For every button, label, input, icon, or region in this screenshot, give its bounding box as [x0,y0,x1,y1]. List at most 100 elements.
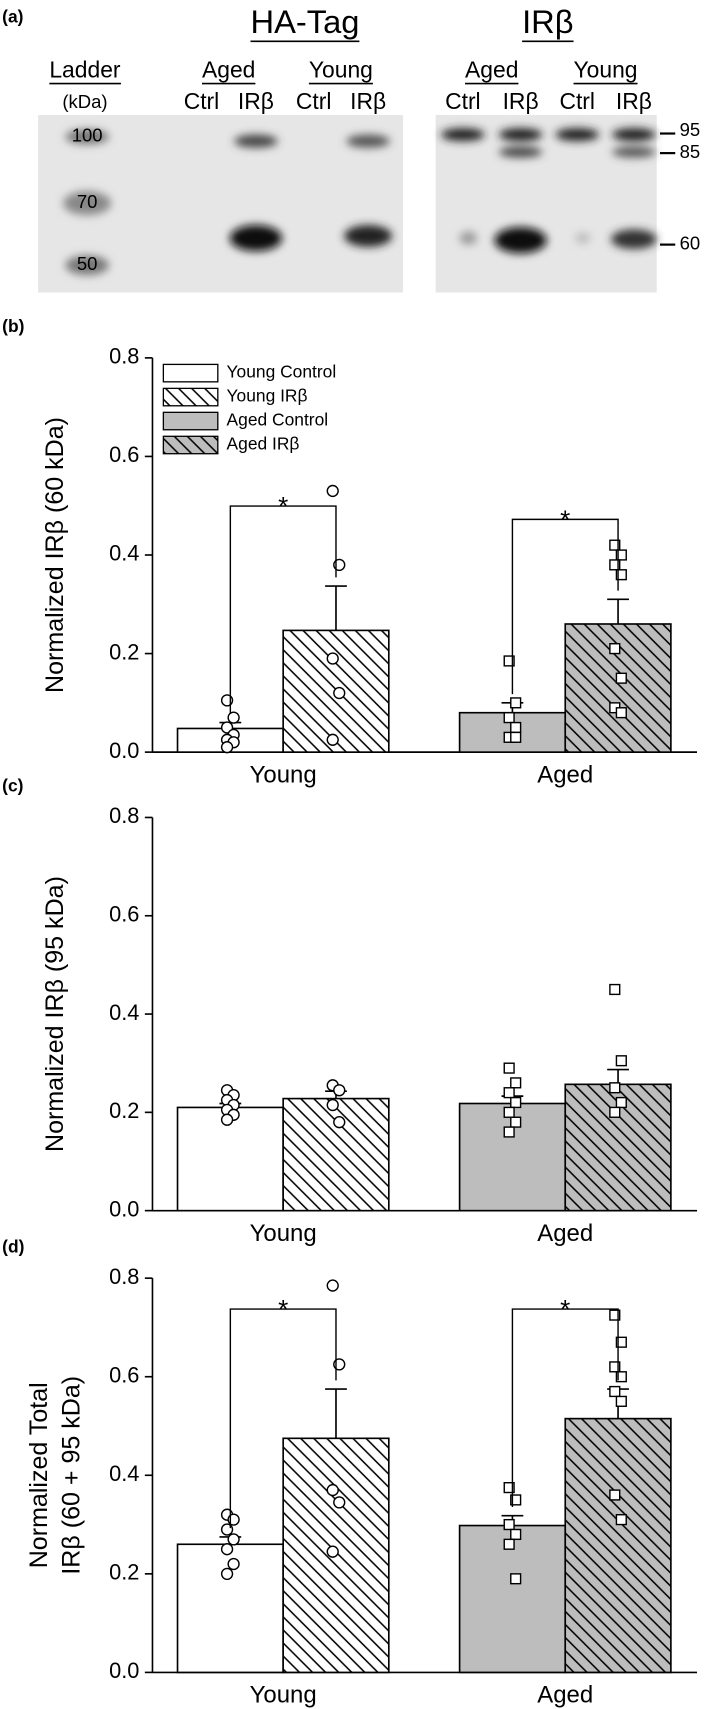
data-point [615,1096,627,1109]
blot-title: IRβ [522,3,573,40]
data-point [615,569,627,581]
data-point [615,1336,627,1348]
y-tick-label: 0.8 [109,1264,139,1289]
data-point [220,1113,234,1126]
legend-swatch [162,387,219,407]
y-tick-label: 0.2 [109,1560,139,1585]
data-point [326,1545,339,1558]
data-point [609,643,621,655]
data-point [609,1309,621,1321]
data-point [609,1361,621,1373]
ladder-mark: 70 [77,191,98,212]
data-point [510,731,522,743]
y-axis-label: Normalized Total [25,1382,53,1568]
data-point [227,1557,240,1571]
group-label: Aged [465,56,518,82]
data-point [510,1528,522,1541]
data-point [326,484,339,498]
lane-label: Ctrl [445,88,481,114]
significance-bracket [229,505,337,714]
data-point [615,707,627,719]
data-point [503,1538,515,1550]
legend-swatch [162,411,219,431]
lane-label: IRβ [616,88,652,114]
panel-label: (c) [2,776,23,796]
data-point [503,1126,515,1138]
panel-label: (d) [2,1236,24,1256]
lane-label: IRβ [238,88,274,114]
data-point [615,549,627,561]
ladder-mark: 50 [77,253,98,274]
bands [63,128,657,276]
data-point [609,539,621,551]
group-label: Young [309,56,373,82]
data-point [326,1098,339,1112]
size-mark: 60 [680,232,701,253]
bar [458,1524,567,1674]
legend-swatch [162,435,219,455]
data-point [615,1055,627,1067]
group-label: Aged [202,56,255,82]
data-point [333,1084,346,1097]
significance-label: * [560,1294,570,1324]
data-point [503,655,515,667]
data-point [609,1106,621,1118]
legend-label: Aged IRβ [227,434,300,454]
y-tick-label: 0.4 [109,1000,139,1025]
data-point [609,559,621,571]
data-point [503,1106,515,1118]
lane-label: Ctrl [559,88,595,114]
x-tick-label: Young [250,1682,317,1709]
size-ticks [659,132,676,246]
data-point [510,697,522,709]
data-point [333,1116,346,1129]
data-point [510,721,522,734]
y-tick-label: 0.8 [109,803,139,828]
data-point [609,1082,621,1094]
legend-label: Aged Control [227,410,329,430]
data-point [503,1481,515,1494]
y-axis-label: IRβ (60 + 95 kDa) [58,1376,86,1575]
y-tick-label: 0.4 [109,541,139,566]
data-point [510,1116,522,1128]
legend-label: Young Control [227,362,337,382]
ladder-unit: (kDa) [62,91,107,112]
significance-label: * [278,491,288,521]
error-bar [325,585,347,631]
y-tick-label: 0.0 [109,1658,139,1683]
y-tick-label: 0.0 [109,1196,139,1221]
data-point [503,712,515,724]
data-point [609,983,621,996]
lane-label: IRβ [503,88,539,114]
x-tick-label: Aged [537,761,593,788]
data-point [510,1573,522,1585]
y-tick-label: 0.6 [109,902,139,927]
data-point [220,1567,234,1580]
data-point [615,672,627,684]
lane-label: IRβ [350,88,386,114]
significance-label: * [560,504,570,534]
y-tick-label: 0.2 [109,639,139,664]
y-tick-label: 0.6 [109,1362,139,1387]
data-point [615,1371,627,1383]
data-point [609,1385,621,1398]
data-point [333,1496,346,1509]
size-mark: 85 [680,141,701,162]
legend-label: Young IRβ [227,386,308,406]
bar [282,1097,390,1212]
x-tick-label: Aged [537,1682,593,1709]
y-tick-label: 0.2 [109,1098,139,1123]
data-point [503,1518,515,1531]
significance-bracket [229,1308,337,1529]
x-tick-label: Young [250,761,317,788]
data-point [510,1077,522,1089]
panel-label: (b) [2,316,24,336]
error-bar [325,1388,347,1439]
bar [564,1417,672,1674]
blot-right [435,115,657,293]
y-axis-label: Normalized IRβ (95 kDa) [41,876,69,1152]
lane-label: Ctrl [184,88,220,114]
ladder-label: Ladder [49,56,121,82]
data-point [609,1489,621,1501]
error-bar [607,598,629,624]
